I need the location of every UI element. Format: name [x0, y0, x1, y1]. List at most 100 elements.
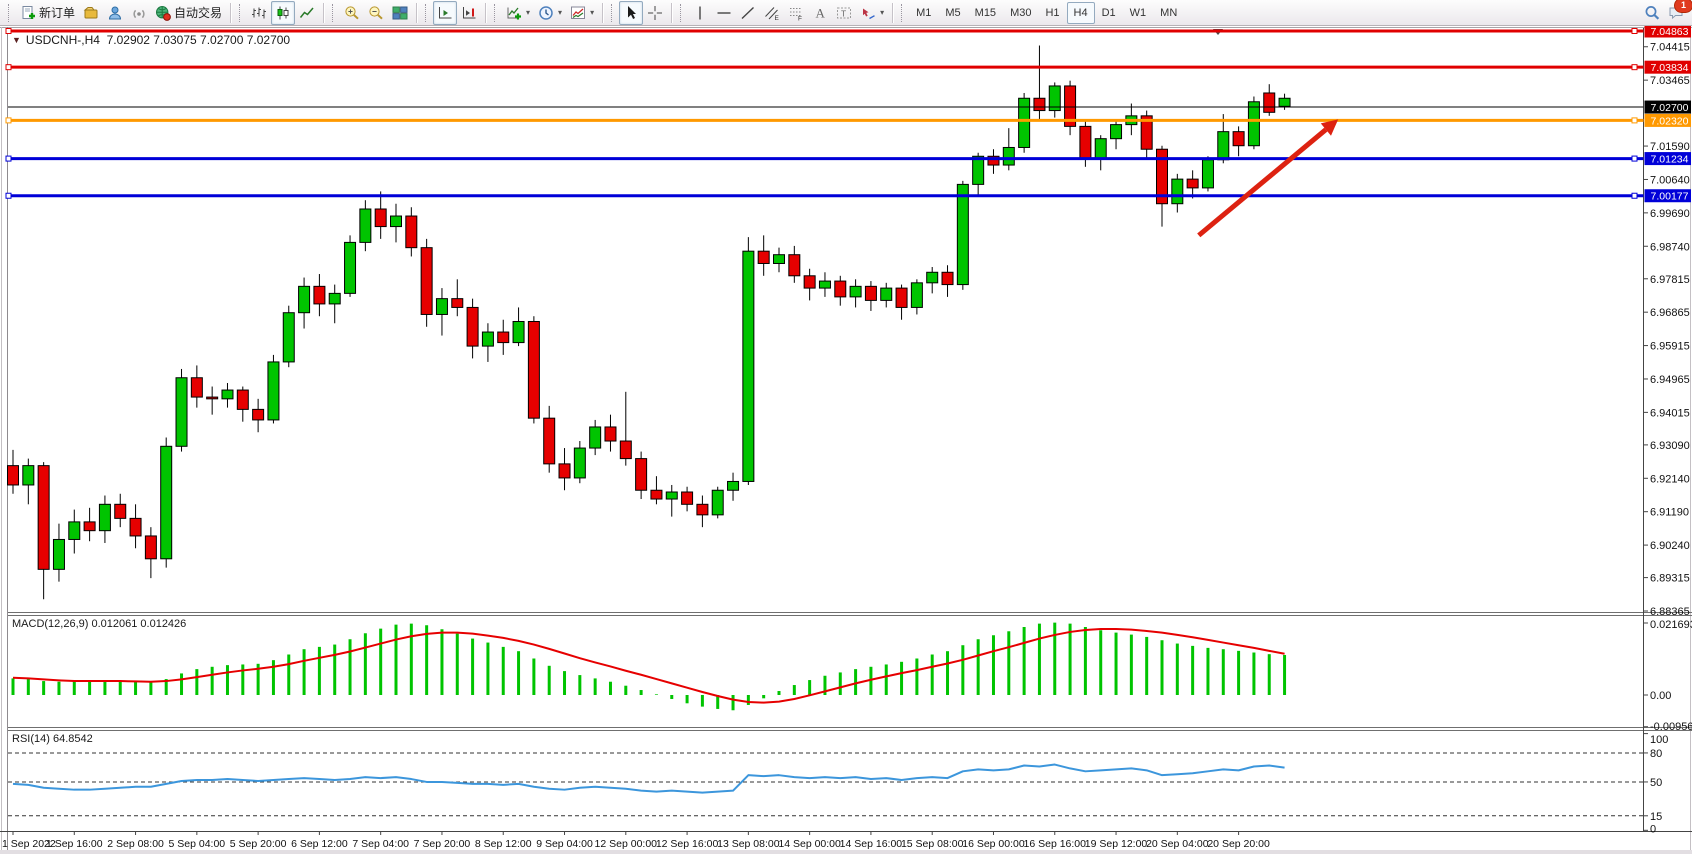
hline-handle[interactable]: [5, 28, 12, 34]
hline-handle[interactable]: [5, 155, 12, 162]
svg-text:14 Sep 16:00: 14 Sep 16:00: [840, 838, 903, 850]
candle-bear: [757, 250, 770, 264]
templates-button[interactable]: ▾: [566, 1, 598, 25]
svg-text:7.03465: 7.03465: [1650, 75, 1690, 87]
chat-button[interactable]: 1: [1664, 0, 1692, 25]
candle-bull: [52, 538, 65, 570]
indicators-button[interactable]: ▾: [502, 1, 534, 25]
candle-bull: [665, 491, 678, 500]
horizontal-line-button[interactable]: [712, 1, 736, 25]
chevron-down-icon: ▾: [590, 8, 595, 17]
toolbar-grip: [611, 3, 615, 22]
profiles-button[interactable]: [79, 1, 103, 25]
search-button[interactable]: [1640, 1, 1664, 25]
periods-button[interactable]: ▾: [534, 1, 566, 25]
cursor-icon: [628, 5, 637, 19]
crosshair-button[interactable]: [643, 1, 667, 25]
candle-bear: [129, 517, 142, 537]
zoom-in-button[interactable]: [340, 1, 364, 25]
auto-scroll-button[interactable]: [433, 0, 458, 25]
hline-handle[interactable]: [1631, 28, 1638, 34]
arrows-button[interactable]: ▾: [856, 1, 888, 25]
candle-bull: [160, 445, 173, 560]
candle-bull: [344, 241, 357, 294]
hline-handle[interactable]: [1631, 155, 1638, 162]
svg-text:8 Sep 12:00: 8 Sep 12:00: [475, 838, 532, 850]
candle-bull: [1247, 101, 1260, 147]
equidistant-channel-button[interactable]: E: [760, 1, 784, 25]
zoom-out-button[interactable]: [364, 1, 388, 25]
zoom-in-icon: [345, 5, 359, 19]
chart-shift-button[interactable]: [457, 1, 481, 25]
signals-icon: [133, 9, 145, 18]
hline-handle[interactable]: [1631, 192, 1638, 199]
svg-text:7.02320: 7.02320: [1651, 115, 1689, 127]
svg-text:50: 50: [1650, 777, 1662, 789]
new-order-button[interactable]: 新订单: [16, 1, 79, 25]
trendline-button[interactable]: [736, 1, 760, 25]
timeframe-m30-button[interactable]: M30: [1010, 6, 1032, 19]
toolbar-separator: [485, 2, 487, 23]
timeframe-m1-button[interactable]: M1: [916, 6, 932, 19]
timeframe-d1-button[interactable]: D1: [1101, 6, 1116, 19]
svg-text:A: A: [816, 5, 826, 20]
svg-text:16 Sep 00:00: 16 Sep 00:00: [962, 838, 1025, 850]
hline-handle[interactable]: [1631, 117, 1638, 124]
auto-scroll-icon: [439, 6, 452, 18]
toolbar-grip: [680, 3, 684, 22]
macd-signal-line: [12, 627, 1285, 704]
svg-text:6.88365: 6.88365: [1650, 606, 1690, 618]
candle-bear: [1140, 115, 1153, 150]
line-chart-button[interactable]: [295, 1, 319, 25]
cursor-button[interactable]: [619, 0, 644, 25]
candle-bear: [114, 503, 127, 519]
hline-handle[interactable]: [5, 192, 12, 199]
autotrading-button[interactable]: 自动交易: [151, 1, 226, 25]
svg-text:12 Sep 00:00: 12 Sep 00:00: [595, 838, 658, 850]
community-button[interactable]: [103, 1, 127, 25]
candle-bear: [1079, 125, 1092, 159]
price-badge: [1644, 60, 1691, 74]
timeframe-h1-button[interactable]: H1: [1045, 6, 1060, 19]
vertical-line-button[interactable]: [688, 1, 712, 25]
svg-text:2 Sep 08:00: 2 Sep 08:00: [107, 838, 164, 850]
svg-text:6.97815: 6.97815: [1650, 274, 1690, 286]
timeframe-w1-button[interactable]: W1: [1129, 6, 1147, 19]
trend-arrow[interactable]: [1197, 119, 1339, 238]
toolbar-separator: [323, 2, 325, 23]
candle-bull: [972, 155, 985, 185]
symbol-collapse-icon[interactable]: ▼: [12, 34, 21, 45]
chart-title-text: USDCNH-,H4 7.02902 7.03075 7.02700 7.027…: [25, 33, 291, 47]
bar-chart-button[interactable]: [247, 1, 271, 25]
periods-icon: [539, 5, 553, 20]
candle-bull: [221, 389, 234, 400]
price-badge: [1644, 189, 1691, 203]
hline-handle[interactable]: [5, 117, 12, 124]
candlestick-button[interactable]: [271, 0, 296, 25]
svg-text:0: 0: [1650, 824, 1656, 836]
svg-text:15: 15: [1650, 811, 1662, 823]
text-button[interactable]: A: [808, 1, 832, 25]
rsi-indicator-label: RSI(14) 64.8542: [12, 733, 93, 745]
candle-bull: [589, 426, 602, 449]
tile-windows-button[interactable]: [388, 1, 412, 25]
candle-bear: [788, 254, 801, 277]
signals-button[interactable]: [127, 1, 151, 25]
candle-bull: [175, 377, 188, 447]
timeframe-h4-button[interactable]: H4: [1066, 1, 1095, 24]
toolbar-separator: [602, 2, 604, 23]
chart-window: 7.04863 7.04415 7.03834 7.03465 7.02700 7.023…: [0, 26, 1692, 854]
hline-handle[interactable]: [1631, 64, 1638, 71]
svg-text:7.04863: 7.04863: [1651, 26, 1689, 38]
timeframe-m5-button[interactable]: M5: [945, 6, 961, 19]
fibonacci-button[interactable]: F: [784, 1, 808, 25]
chevron-down-icon: ▾: [558, 8, 563, 17]
timeframe-mn-button[interactable]: MN: [1160, 6, 1178, 19]
hline-handle[interactable]: [5, 64, 12, 71]
candle-bear: [527, 320, 540, 419]
text-label-button[interactable]: T: [832, 1, 856, 25]
timeframe-m15-button[interactable]: M15: [974, 6, 997, 19]
candle-bull: [1002, 146, 1015, 166]
